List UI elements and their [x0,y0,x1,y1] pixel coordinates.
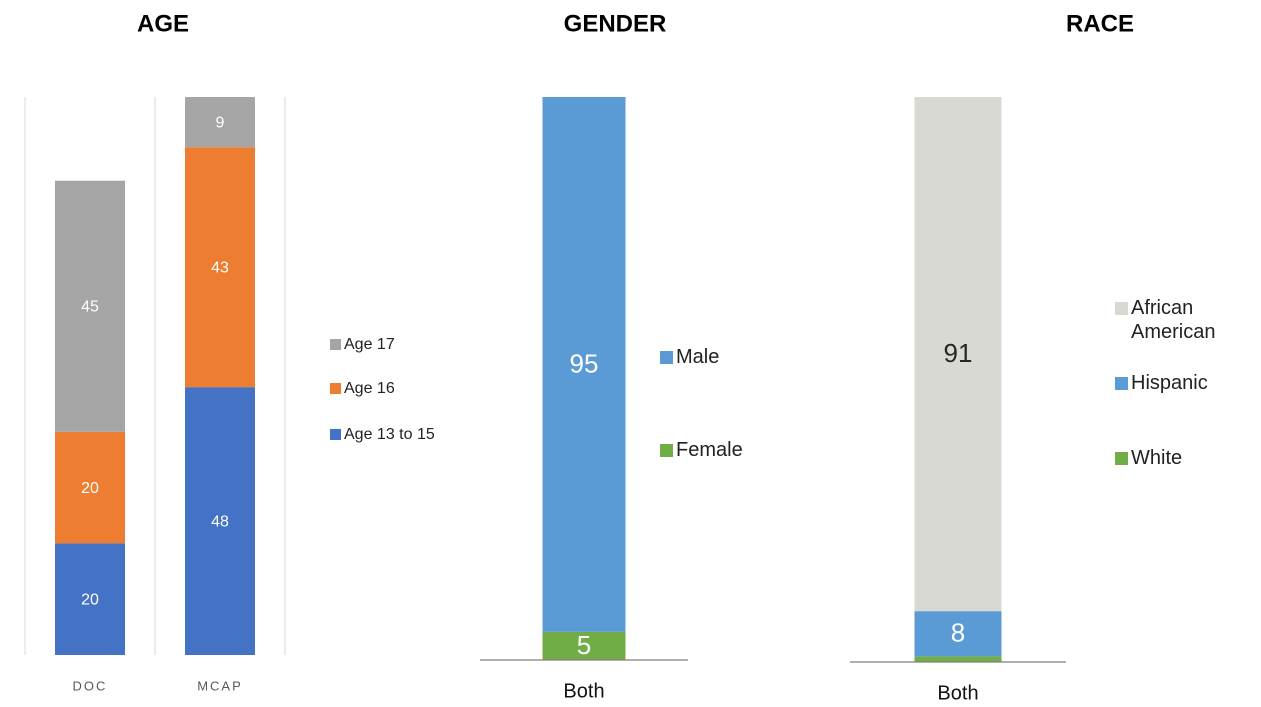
legend-item: Age 16 [330,379,480,398]
legend-swatch [1115,376,1128,390]
bar-segment [914,656,1002,662]
data-label: 91 [944,338,973,368]
legend-label: Female [676,439,743,461]
chart-title: RACE [1066,10,1134,37]
data-label: 95 [570,348,599,378]
legend-label: Hispanic [1131,372,1208,394]
legend-label: Male [676,346,720,368]
data-label: 9 [216,114,225,131]
legend-item: White [1115,446,1243,470]
legend-item: Age 17 [330,335,480,354]
legend-swatch [330,429,341,441]
bar-segment [185,97,255,148]
legend-label: Age 16 [344,380,395,398]
chart-title: GENDER [564,10,667,37]
bar-segment [542,631,626,660]
data-label: 5 [577,630,591,660]
legend-label: Age 17 [344,336,395,354]
x-tick-label: Both [937,682,978,704]
data-label: 20 [81,480,99,497]
data-label: 43 [211,259,229,276]
legend-item: Male [660,345,800,369]
data-label: 20 [81,591,99,608]
legend-item: African American [1115,296,1243,344]
legend-item: Age 13 to 15 [330,425,480,444]
bar-segment [914,97,1002,612]
data-label: 8 [951,618,965,648]
legend-swatch [1115,451,1128,465]
chart-title: AGE [137,10,189,37]
legend-swatch [660,350,673,364]
bar-segment [185,387,255,655]
legend-swatch [330,383,341,395]
legend-item: Hispanic [1115,371,1243,395]
legend-swatch [330,339,341,351]
bar-segment [55,543,125,655]
legend-label: Age 13 to 15 [344,426,435,444]
legend-swatch [660,443,673,457]
legend-label: White [1131,447,1183,469]
legend-label: African American [1131,297,1216,343]
x-tick-label: MCAP [197,678,243,693]
bar-segment [542,97,626,632]
data-label: 45 [81,298,99,315]
bar-segment [185,147,255,388]
bar-segment [55,180,125,432]
bar-segment [914,611,1002,657]
x-tick-label: Both [563,680,604,702]
legend-item: Female [660,438,800,462]
x-tick-label: DOC [73,678,108,693]
data-label: 48 [211,513,229,530]
bar-segment [55,431,125,544]
legend-swatch [1115,301,1128,315]
